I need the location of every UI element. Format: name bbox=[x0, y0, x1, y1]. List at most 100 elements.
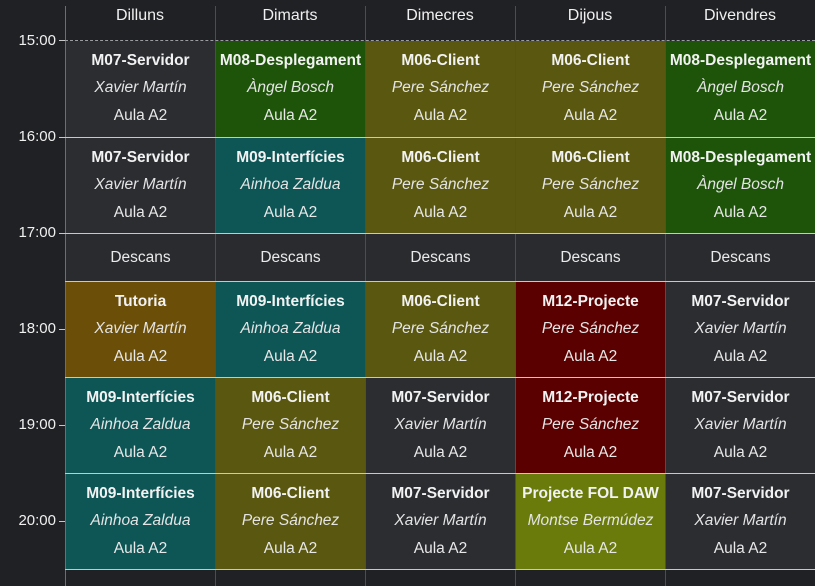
class-slot[interactable]: M07-Servidor Xavier Martín Aula A2 bbox=[66, 138, 215, 233]
class-slot[interactable]: M09-Interfícies Ainhoa Zaldua Aula A2 bbox=[216, 138, 365, 233]
room-name: Aula A2 bbox=[113, 444, 168, 461]
class-slot[interactable]: M07-Servidor Xavier Martín Aula A2 bbox=[366, 474, 515, 569]
teacher-name: Pere Sánchez bbox=[541, 416, 640, 433]
room-name: Aula A2 bbox=[563, 540, 618, 557]
room-name: Aula A2 bbox=[263, 107, 318, 124]
break-label: Descans bbox=[410, 249, 471, 266]
module-name: M06-Client bbox=[401, 293, 480, 310]
teacher-name: Xavier Martín bbox=[694, 512, 787, 529]
break-label: Descans bbox=[260, 249, 321, 266]
module-name: M06-Client bbox=[551, 52, 630, 69]
column-divider bbox=[665, 6, 666, 586]
break-slot[interactable]: Descans bbox=[366, 234, 515, 281]
teacher-name: Pere Sánchez bbox=[391, 176, 490, 193]
class-slot[interactable]: Tutoria Xavier Martín Aula A2 bbox=[66, 282, 215, 377]
break-slot[interactable]: Descans bbox=[216, 234, 365, 281]
module-name: M06-Client bbox=[401, 52, 480, 69]
class-slot[interactable]: M08-Desplegament Àngel Bosch Aula A2 bbox=[216, 41, 365, 137]
time-tick bbox=[59, 137, 65, 138]
module-name: M06-Client bbox=[251, 389, 330, 406]
module-name: M07-Servidor bbox=[691, 389, 790, 406]
class-slot[interactable]: M07-Servidor Xavier Martín Aula A2 bbox=[666, 474, 815, 569]
class-slot[interactable]: M09-Interfícies Ainhoa Zaldua Aula A2 bbox=[66, 474, 215, 569]
room-name: Aula A2 bbox=[713, 540, 768, 557]
teacher-name: Pere Sánchez bbox=[391, 320, 490, 337]
row-divider bbox=[65, 233, 815, 234]
class-slot[interactable]: M06-Client Pere Sánchez Aula A2 bbox=[366, 41, 515, 137]
class-slot[interactable]: M06-Client Pere Sánchez Aula A2 bbox=[366, 138, 515, 233]
room-name: Aula A2 bbox=[113, 107, 168, 124]
row-divider bbox=[65, 473, 815, 474]
row-divider bbox=[65, 137, 815, 138]
module-name: M08-Desplegament bbox=[219, 52, 362, 69]
column-divider bbox=[515, 6, 516, 586]
room-name: Aula A2 bbox=[263, 540, 318, 557]
time-label: 20:00 bbox=[18, 512, 56, 529]
room-name: Aula A2 bbox=[563, 444, 618, 461]
room-name: Aula A2 bbox=[713, 107, 768, 124]
day-header-dilluns: Dilluns bbox=[115, 7, 164, 24]
room-name: Aula A2 bbox=[563, 348, 618, 365]
day-header-divendres: Divendres bbox=[703, 7, 777, 24]
teacher-name: Pere Sánchez bbox=[391, 79, 490, 96]
class-slot[interactable]: M12-Projecte Pere Sánchez Aula A2 bbox=[516, 378, 665, 473]
module-name: M07-Servidor bbox=[91, 149, 190, 166]
break-label: Descans bbox=[710, 249, 771, 266]
break-label: Descans bbox=[110, 249, 171, 266]
class-slot[interactable]: M07-Servidor Xavier Martín Aula A2 bbox=[66, 41, 215, 137]
room-name: Aula A2 bbox=[413, 444, 468, 461]
room-name: Aula A2 bbox=[263, 444, 318, 461]
class-slot[interactable]: M09-Interfícies Ainhoa Zaldua Aula A2 bbox=[216, 282, 365, 377]
teacher-name: Xavier Martín bbox=[94, 79, 187, 96]
module-name: Projecte FOL DAW bbox=[522, 485, 659, 502]
day-header-dimecres: Dimecres bbox=[406, 7, 474, 24]
module-name: Tutoria bbox=[114, 293, 167, 310]
class-slot[interactable]: Projecte FOL DAW Montse Bermúdez Aula A2 bbox=[516, 474, 665, 569]
class-slot[interactable]: M07-Servidor Xavier Martín Aula A2 bbox=[666, 282, 815, 377]
room-name: Aula A2 bbox=[113, 204, 168, 221]
room-name: Aula A2 bbox=[713, 348, 768, 365]
room-name: Aula A2 bbox=[263, 348, 318, 365]
break-slot[interactable]: Descans bbox=[66, 234, 215, 281]
time-label: 19:00 bbox=[18, 416, 56, 433]
room-name: Aula A2 bbox=[713, 204, 768, 221]
teacher-name: Pere Sánchez bbox=[541, 176, 640, 193]
room-name: Aula A2 bbox=[113, 348, 168, 365]
row-divider bbox=[65, 281, 815, 282]
class-slot[interactable]: M09-Interfícies Ainhoa Zaldua Aula A2 bbox=[66, 378, 215, 473]
time-tick bbox=[59, 40, 65, 41]
time-tick bbox=[59, 329, 65, 330]
teacher-name: Àngel Bosch bbox=[696, 176, 785, 193]
module-name: M06-Client bbox=[401, 149, 480, 166]
class-slot[interactable]: M08-Desplegament Àngel Bosch Aula A2 bbox=[666, 41, 815, 137]
teacher-name: Àngel Bosch bbox=[696, 79, 785, 96]
teacher-name: Xavier Martín bbox=[394, 416, 487, 433]
break-slot[interactable]: Descans bbox=[516, 234, 665, 281]
room-name: Aula A2 bbox=[413, 204, 468, 221]
teacher-name: Xavier Martín bbox=[394, 512, 487, 529]
module-name: M06-Client bbox=[551, 149, 630, 166]
row-divider bbox=[65, 569, 815, 570]
class-slot[interactable]: M08-Desplegament Àngel Bosch Aula A2 bbox=[666, 138, 815, 233]
module-name: M09-Interfícies bbox=[236, 293, 345, 310]
class-slot[interactable]: M06-Client Pere Sánchez Aula A2 bbox=[216, 474, 365, 569]
class-slot[interactable]: M07-Servidor Xavier Martín Aula A2 bbox=[666, 378, 815, 473]
day-header-dijous: Dijous bbox=[567, 7, 613, 24]
module-name: M09-Interfícies bbox=[86, 485, 195, 502]
time-label: 15:00 bbox=[18, 32, 56, 49]
teacher-name: Ainhoa Zaldua bbox=[240, 176, 341, 193]
module-name: M12-Projecte bbox=[542, 389, 639, 406]
module-name: M06-Client bbox=[251, 485, 330, 502]
class-slot[interactable]: M07-Servidor Xavier Martín Aula A2 bbox=[366, 378, 515, 473]
break-slot[interactable]: Descans bbox=[666, 234, 815, 281]
time-label: 16:00 bbox=[18, 128, 56, 145]
teacher-name: Pere Sánchez bbox=[541, 79, 640, 96]
class-slot[interactable]: M06-Client Pere Sánchez Aula A2 bbox=[366, 282, 515, 377]
teacher-name: Montse Bermúdez bbox=[527, 512, 654, 529]
room-name: Aula A2 bbox=[413, 107, 468, 124]
class-slot[interactable]: M06-Client Pere Sánchez Aula A2 bbox=[516, 138, 665, 233]
teacher-name: Pere Sánchez bbox=[541, 320, 640, 337]
class-slot[interactable]: M06-Client Pere Sánchez Aula A2 bbox=[516, 41, 665, 137]
class-slot[interactable]: M12-Projecte Pere Sánchez Aula A2 bbox=[516, 282, 665, 377]
class-slot[interactable]: M06-Client Pere Sánchez Aula A2 bbox=[216, 378, 365, 473]
